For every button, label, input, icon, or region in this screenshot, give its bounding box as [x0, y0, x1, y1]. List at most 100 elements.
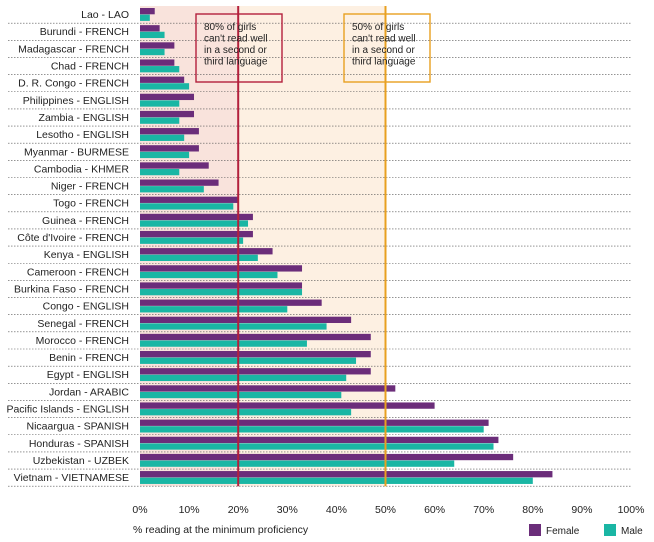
bar-female-4: [140, 76, 185, 83]
bar-female-9: [140, 162, 209, 169]
bar-female-10: [140, 179, 219, 186]
bar-male-5: [140, 100, 180, 107]
legend-label-female: Female: [546, 526, 580, 537]
bar-male-15: [140, 271, 278, 279]
bars: [140, 8, 553, 484]
bar-female-22: [140, 385, 396, 392]
bar-female-21: [140, 368, 371, 375]
bar-male-21: [140, 374, 347, 382]
x-tick-label: 20%: [228, 504, 249, 516]
x-tick-label: 60%: [424, 504, 445, 516]
bar-female-15: [140, 265, 303, 272]
x-tick-label: 80%: [522, 504, 543, 516]
annotations: 80% of girls can't read well in a second o…: [195, 13, 431, 83]
bar-male-7: [140, 134, 185, 141]
bar-female-16: [140, 282, 303, 289]
category-label: Burundi - FRENCH: [40, 26, 129, 38]
category-label: Egypt - ENGLISH: [47, 369, 129, 381]
bar-male-18: [140, 323, 327, 330]
bar-male-12: [140, 220, 249, 227]
legend-swatch-female: [529, 524, 541, 536]
bar-female-1: [140, 25, 160, 32]
category-label: Uzbekistan - UZBEK: [33, 455, 129, 467]
bar-female-25: [140, 436, 499, 444]
bar-female-20: [140, 351, 371, 358]
bar-male-27: [140, 477, 533, 484]
bar-female-5: [140, 93, 195, 101]
annotation-box-1: [343, 13, 431, 83]
bar-male-16: [140, 289, 303, 296]
category-label: Zambia - ENGLISH: [39, 112, 129, 124]
bar-female-18: [140, 316, 352, 323]
x-tick-label: 0%: [132, 504, 147, 516]
category-label: Cambodia - KHMER: [34, 163, 130, 175]
bar-female-6: [140, 110, 195, 118]
category-label: Philippines - ENGLISH: [23, 95, 129, 107]
bar-male-4: [140, 83, 190, 90]
category-labels: Lao - LAO Burundi - FRENCH Madagascar - FR…: [6, 9, 129, 484]
category-label: Jordan - ARABIC: [49, 386, 129, 398]
bar-female-11: [140, 196, 239, 203]
category-label: Morocco - FRENCH: [36, 335, 129, 347]
reference-lines: [237, 6, 387, 487]
x-tick-label: 100%: [618, 504, 645, 516]
category-label: Burkina Faso - FRENCH: [14, 283, 129, 295]
bar-female-3: [140, 59, 175, 66]
category-label: Côte d'Ivoire - FRENCH: [17, 232, 129, 244]
category-label: Congo - ENGLISH: [43, 301, 129, 313]
bar-female-0: [140, 8, 155, 15]
bar-male-25: [140, 443, 494, 450]
category-label: Guinea - FRENCH: [42, 215, 129, 227]
bar-female-7: [140, 128, 199, 135]
annotation-text-0: 80% of girls can't read well in a second o…: [204, 22, 268, 68]
bar-male-10: [140, 186, 204, 193]
bar-female-12: [140, 213, 253, 221]
bar-male-17: [140, 306, 288, 313]
category-label: Kenya - ENGLISH: [44, 249, 129, 261]
legend-label-male: Male: [621, 526, 643, 537]
category-label: Nicaargua - SPANISH: [26, 421, 129, 433]
bar-female-14: [140, 248, 273, 255]
bar-male-6: [140, 117, 180, 124]
category-label: D. R. Congo - FRENCH: [18, 78, 129, 90]
category-label: Honduras - SPANISH: [29, 438, 129, 450]
category-label: Senegal - FRENCH: [37, 318, 129, 330]
category-label: Myanmar - BURMESE: [24, 146, 129, 158]
legend-swatch-male: [604, 524, 616, 536]
bar-female-8: [140, 145, 199, 152]
x-tick-label: 30%: [277, 504, 298, 516]
bar-male-2: [140, 48, 165, 56]
annotation-text-1: 50% of girls can't read well in a second o…: [352, 22, 416, 68]
legend: Female Male: [529, 524, 643, 537]
category-label: Chad - FRENCH: [51, 61, 129, 73]
category-label: Benin - FRENCH: [49, 352, 129, 364]
bar-male-13: [140, 237, 244, 244]
category-label: Niger - FRENCH: [51, 181, 129, 193]
bar-male-9: [140, 168, 180, 176]
bar-male-20: [140, 357, 357, 364]
x-axis-title: % reading at the minimum proficiency: [133, 524, 309, 536]
row-separators: [8, 22, 632, 487]
bar-female-24: [140, 419, 489, 426]
bar-male-26: [140, 460, 455, 467]
bar-male-0: [140, 14, 150, 21]
bar-female-23: [140, 402, 435, 409]
bar-female-13: [140, 230, 253, 238]
annotation-box-0: [195, 13, 283, 83]
x-tick-label: 40%: [326, 504, 347, 516]
category-label: Lao - LAO: [81, 9, 129, 21]
bar-female-19: [140, 333, 371, 341]
bar-male-1: [140, 31, 165, 39]
bar-male-3: [140, 66, 180, 73]
bar-male-23: [140, 409, 352, 416]
category-label: Vietnam - VIETNAMESE: [14, 472, 129, 484]
category-label: Pacific Islands - ENGLISH: [6, 404, 129, 416]
category-label: Togo - FRENCH: [53, 198, 129, 210]
bar-male-19: [140, 340, 307, 347]
x-tick-labels: 0% 10% 20% 30% 40% 50% 60% 70% 80% 90% 100%: [132, 504, 644, 516]
bar-male-14: [140, 254, 258, 261]
x-tick-label: 70%: [473, 504, 494, 516]
bar-male-22: [140, 391, 342, 399]
bar-female-17: [140, 299, 322, 306]
